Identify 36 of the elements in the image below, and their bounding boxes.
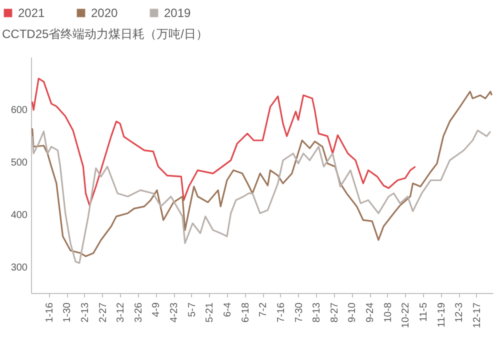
x-tick-label: 10-8 — [382, 302, 394, 323]
chart-title: CCTD25省终端动力煤日耗（万吨/日） — [2, 27, 208, 41]
x-tick-label: 12-17 — [472, 302, 483, 328]
y-tick-label: 400 — [10, 210, 28, 221]
legend-label: 2021 — [18, 6, 46, 20]
x-tick-label: 1-16 — [44, 302, 56, 323]
line-series — [31, 130, 492, 264]
x-tick-label: 9-10 — [347, 302, 358, 323]
x-tick-label: 6-4 — [222, 302, 234, 317]
x-tick-label: 7-30 — [294, 302, 305, 323]
x-tick-label: 2-27 — [98, 302, 109, 323]
x-tick-label: 12-3 — [454, 302, 466, 323]
x-tick-label: 11-19 — [436, 302, 448, 328]
x-tick-label: 7-16 — [276, 302, 287, 323]
y-tick-label: 500 — [10, 157, 28, 168]
legend-label: 2019 — [164, 6, 192, 20]
x-tick-label: 6-18 — [240, 302, 252, 323]
y-tick-label: 300 — [10, 262, 28, 274]
x-tick-label: 8-27 — [329, 302, 340, 323]
x-tick-label: 8-13 — [312, 302, 323, 323]
x-tick-label: 4-23 — [169, 302, 180, 323]
x-tick-label: 3-12 — [116, 302, 127, 323]
line-series — [31, 78, 416, 206]
x-tick-label: 5-7 — [186, 302, 198, 317]
x-tick-label: 11-5 — [418, 302, 430, 322]
line-series — [31, 90, 493, 258]
x-tick-label: 7-2 — [258, 302, 270, 317]
x-tick-label: 4-9 — [151, 302, 162, 317]
x-tick-label: 5-21 — [204, 302, 216, 323]
x-tick-label: 1-30 — [62, 302, 74, 323]
x-tick-label: 10-22 — [400, 302, 412, 328]
legend-label: 2020 — [91, 6, 118, 20]
x-tick-label: 2-13 — [80, 302, 91, 323]
y-tick-label: 600 — [10, 104, 28, 116]
x-tick-label: 9-24 — [365, 302, 376, 323]
x-tick-label: 3-26 — [133, 302, 144, 323]
